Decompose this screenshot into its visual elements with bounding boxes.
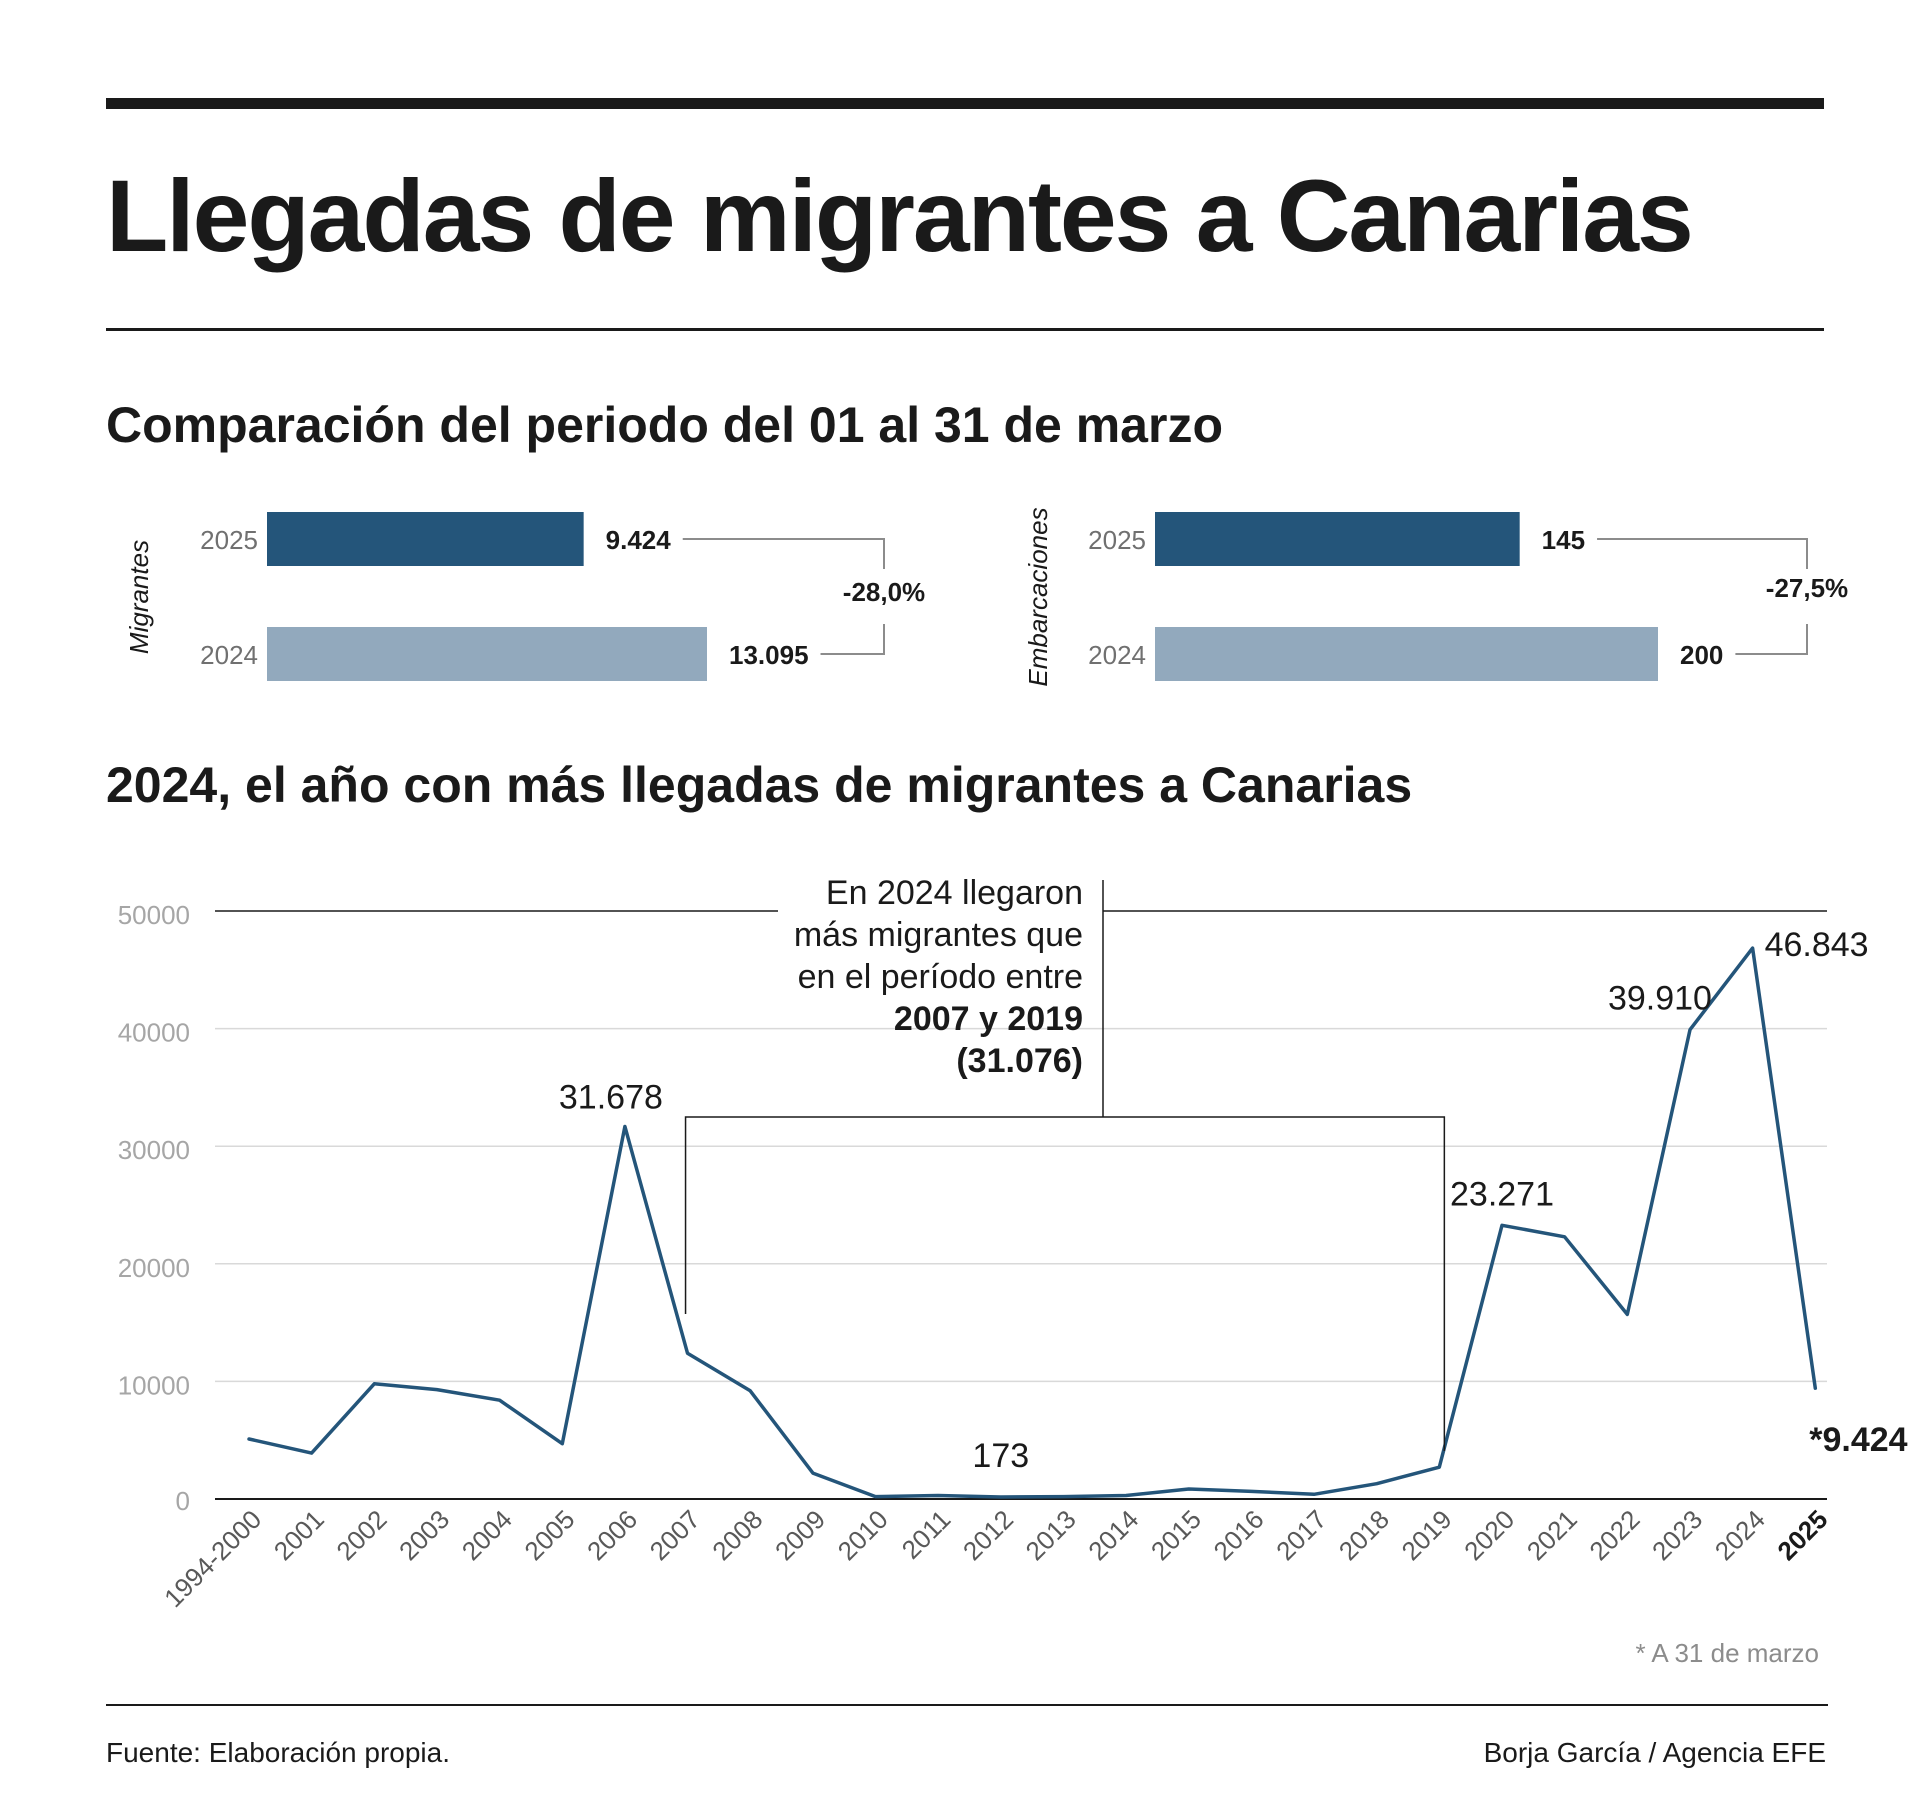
point-label-2025: *9.424 xyxy=(1809,1421,1907,1459)
comparison-subtitle: Comparación del periodo del 01 al 31 de … xyxy=(106,397,1223,453)
change-bracket-bottom xyxy=(1735,624,1808,655)
x-tick-label-2007: 2007 xyxy=(644,1504,706,1566)
footnote: * A 31 de marzo xyxy=(1635,1638,1819,1668)
x-tick-label-2018: 2018 xyxy=(1333,1504,1395,1566)
bar-year-label: 2025 xyxy=(1088,525,1146,555)
x-tick-label-2012: 2012 xyxy=(957,1504,1019,1566)
y-tick-label: 30000 xyxy=(118,1135,190,1165)
x-tick-label-2006: 2006 xyxy=(581,1504,643,1566)
bar-value-label: 9.424 xyxy=(606,525,672,555)
x-tick-label-2003: 2003 xyxy=(393,1504,455,1566)
x-tick-label-2004: 2004 xyxy=(456,1504,518,1566)
change-percent-label: -28,0% xyxy=(843,577,925,607)
bar-year-label: 2025 xyxy=(200,525,258,555)
x-tick-label-2021: 2021 xyxy=(1521,1504,1583,1566)
point-label-2023: 39.910 xyxy=(1608,980,1712,1018)
x-tick-label-2023: 2023 xyxy=(1646,1504,1708,1566)
comparison-bar-2025 xyxy=(1155,512,1520,566)
x-tick-label-2017: 2017 xyxy=(1270,1504,1332,1566)
panel-label-migrantes: Migrantes xyxy=(124,540,154,654)
x-tick-label-2010: 2010 xyxy=(832,1504,894,1566)
y-tick-label: 20000 xyxy=(118,1253,190,1283)
change-bracket-bottom xyxy=(820,624,885,655)
point-label-2006: 31.678 xyxy=(559,1078,663,1116)
bar-year-label: 2024 xyxy=(200,640,258,670)
series-line-migrantes xyxy=(247,946,1818,1499)
y-tick-label: 50000 xyxy=(118,900,190,930)
x-tick-label-2015: 2015 xyxy=(1145,1504,1207,1566)
annotation-bracket xyxy=(684,1116,1446,1451)
annotation-line: 2007 y 2019 xyxy=(894,1000,1083,1038)
x-tick-label-2008: 2008 xyxy=(706,1504,768,1566)
annotation-line: más migrantes que xyxy=(794,916,1083,954)
annotation-line: en el período entre xyxy=(798,958,1083,996)
x-tick-label-2019: 2019 xyxy=(1395,1504,1457,1566)
change-bracket-top xyxy=(682,538,885,569)
y-tick-label: 40000 xyxy=(118,1018,190,1048)
comparison-bar-2024 xyxy=(1155,627,1658,681)
bar-value-label: 13.095 xyxy=(729,640,809,670)
credit-note: Borja García / Agencia EFE xyxy=(1483,1737,1826,1768)
bar-value-label: 200 xyxy=(1680,640,1723,670)
x-tick-label-2020: 2020 xyxy=(1458,1504,1520,1566)
bar-value-label: 145 xyxy=(1542,525,1585,555)
bottom-rule xyxy=(106,1704,1828,1706)
x-tick-label-2002: 2002 xyxy=(330,1504,392,1566)
x-tick-label-2009: 2009 xyxy=(769,1504,831,1566)
x-tick-label-2001: 2001 xyxy=(268,1504,330,1566)
line-chart-title: 2024, el año con más llegadas de migrant… xyxy=(106,757,1413,813)
annotation-line: (31.076) xyxy=(956,1042,1083,1080)
x-tick-label-2011: 2011 xyxy=(896,1504,957,1565)
page-title: Llegadas de migrantes a Canarias xyxy=(106,159,1694,273)
point-label-2012: 173 xyxy=(972,1437,1029,1475)
point-label-2020: 23.271 xyxy=(1450,1175,1554,1213)
x-tick-label-2016: 2016 xyxy=(1208,1504,1270,1566)
source-note: Fuente: Elaboración propia. xyxy=(106,1737,450,1768)
comparison-bar-2024 xyxy=(267,627,707,681)
comparison-bar-2025 xyxy=(267,512,584,566)
x-tick-label-2025: 2025 xyxy=(1771,1504,1833,1566)
annotation-line: En 2024 llegaron xyxy=(826,874,1083,912)
x-tick-label-2005: 2005 xyxy=(518,1504,580,1566)
bar-year-label: 2024 xyxy=(1088,640,1146,670)
x-tick-label-1994-2000: 1994-2000 xyxy=(158,1504,267,1613)
y-tick-label: 10000 xyxy=(118,1370,190,1400)
x-tick-label-2014: 2014 xyxy=(1082,1504,1144,1566)
point-label-2024: 46.843 xyxy=(1765,926,1869,964)
title-divider xyxy=(106,328,1824,331)
x-tick-label-2022: 2022 xyxy=(1583,1504,1645,1566)
x-tick-label-2024: 2024 xyxy=(1709,1504,1771,1566)
panel-label-embarcaciones: Embarcaciones xyxy=(1023,507,1053,686)
x-tick-label-2013: 2013 xyxy=(1020,1504,1082,1566)
change-bracket-top xyxy=(1597,538,1808,569)
top-rule xyxy=(106,98,1824,109)
change-percent-label: -27,5% xyxy=(1766,573,1848,603)
y-tick-label: 0 xyxy=(176,1486,190,1516)
